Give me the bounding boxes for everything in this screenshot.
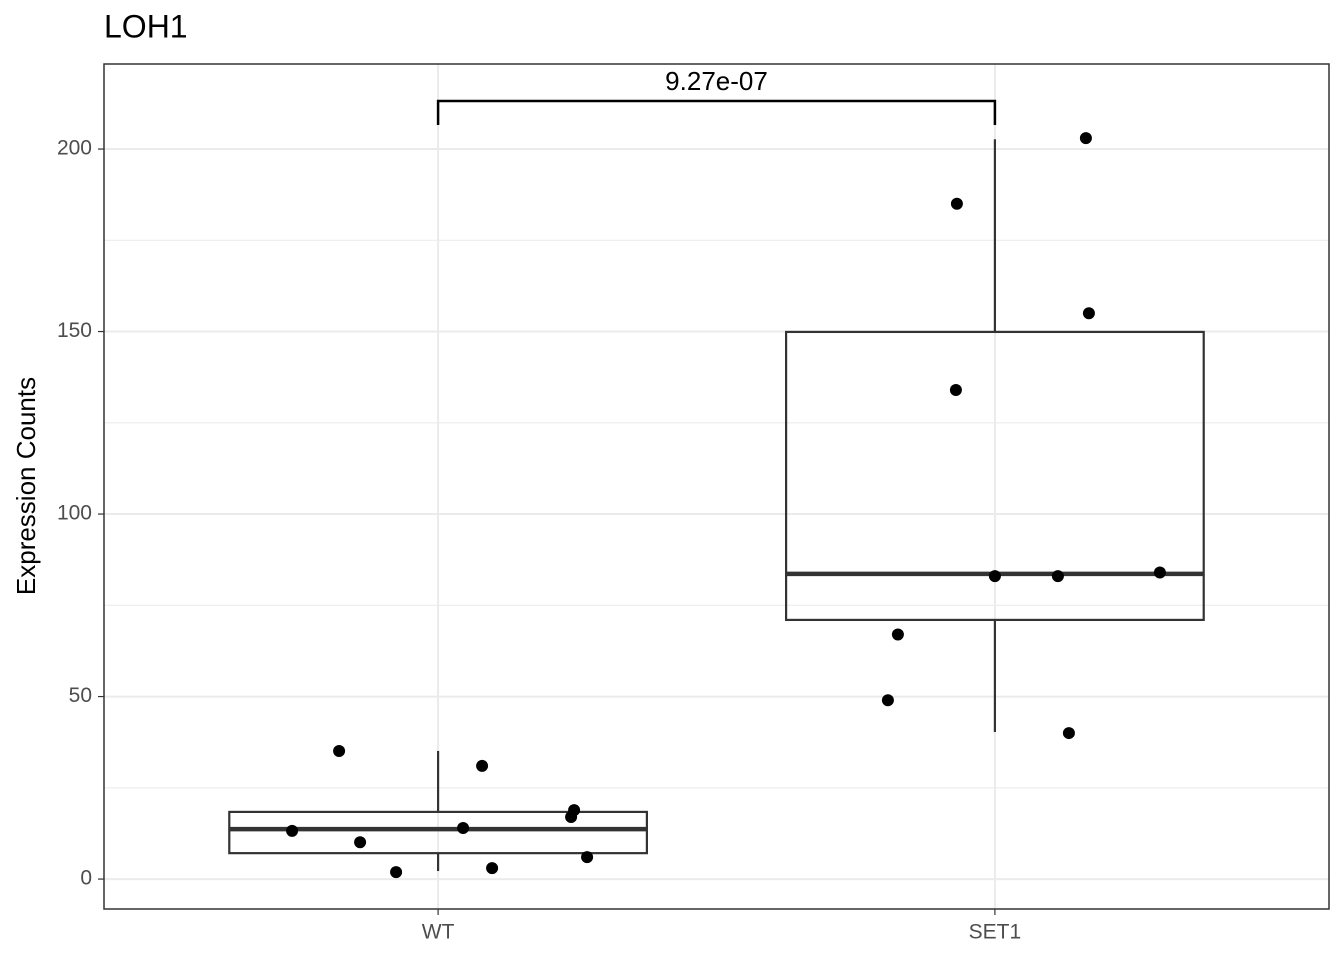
- point: [949, 383, 962, 396]
- point: [333, 744, 346, 757]
- chart-title: LOH1: [104, 8, 188, 44]
- point: [1062, 727, 1075, 740]
- point: [581, 851, 594, 864]
- y-tick-label: 200: [57, 137, 92, 160]
- y-tick-label: 0: [80, 867, 92, 890]
- point: [891, 628, 904, 641]
- significance-bracket: [436, 99, 997, 125]
- plot-frame: [103, 63, 1330, 910]
- point: [457, 821, 470, 834]
- x-tick-label: SET1: [969, 921, 1022, 944]
- x-tick-label: WT: [422, 921, 455, 944]
- y-axis-label: Expression Counts: [11, 377, 41, 595]
- point: [988, 570, 1001, 583]
- y-tick-label: 150: [57, 319, 92, 342]
- point: [390, 866, 403, 879]
- point: [476, 759, 489, 772]
- point: [1079, 132, 1092, 145]
- point: [1153, 566, 1166, 579]
- point: [568, 804, 581, 817]
- point: [950, 197, 963, 210]
- point: [881, 694, 894, 707]
- point: [1051, 570, 1064, 583]
- point: [354, 836, 367, 849]
- point: [486, 862, 499, 875]
- y-tick-label: 100: [57, 502, 92, 525]
- box: [228, 810, 648, 855]
- point: [1082, 307, 1095, 320]
- box: [785, 330, 1205, 622]
- y-tick-label: 50: [69, 684, 92, 707]
- p-value: 9.27e-07: [665, 66, 768, 96]
- point: [286, 824, 299, 837]
